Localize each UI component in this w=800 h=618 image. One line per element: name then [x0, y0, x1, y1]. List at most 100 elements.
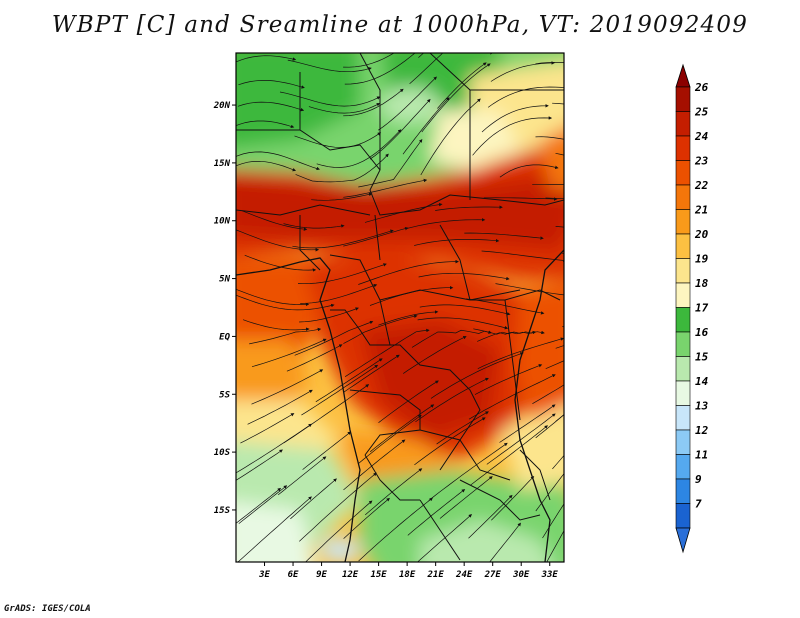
streamline — [343, 178, 428, 198]
map-frame — [235, 52, 565, 563]
legend-label: 11 — [695, 449, 708, 462]
lat-tick-label: 5S — [219, 390, 230, 400]
streamline — [283, 223, 345, 229]
streamline — [378, 310, 439, 326]
streamline — [242, 210, 308, 231]
legend-swatch — [675, 331, 691, 357]
streamline — [555, 414, 564, 422]
lon-tick-label: 21E — [427, 570, 445, 580]
streamline — [344, 53, 416, 85]
streamline — [369, 98, 431, 160]
streamline — [236, 151, 320, 171]
streamline — [343, 497, 390, 539]
streamline — [437, 62, 487, 109]
streamline — [490, 61, 555, 82]
legend-label: 24 — [694, 130, 709, 143]
streamline — [486, 413, 556, 465]
streamline — [236, 160, 297, 172]
streamline — [297, 263, 387, 285]
streamline — [236, 487, 282, 524]
legend-label: 12 — [695, 424, 709, 437]
legend-swatch — [675, 86, 691, 112]
legend-swatch — [675, 478, 691, 504]
streamline — [468, 494, 513, 539]
streamline — [566, 279, 662, 286]
streamline — [481, 250, 564, 263]
streamlines — [236, 53, 662, 562]
streamline — [555, 345, 564, 349]
legend-label: 9 — [695, 473, 702, 486]
streamline — [343, 439, 406, 491]
streamline — [358, 497, 433, 562]
legend-label: 19 — [695, 253, 709, 266]
streamline — [242, 319, 310, 331]
streamline — [406, 218, 486, 229]
credit-label: GrADS: IGES/COLA — [4, 604, 91, 614]
streamline — [251, 369, 324, 405]
streamline — [566, 304, 632, 308]
streamline — [535, 473, 564, 512]
streamline — [545, 197, 564, 200]
legend-label: 7 — [695, 498, 702, 511]
streamline — [545, 360, 564, 370]
streamline — [439, 476, 493, 519]
legend-top-arrow — [675, 63, 691, 88]
streamline — [491, 475, 535, 521]
streamline — [414, 417, 486, 466]
lat-tick-label: 10N — [214, 217, 231, 227]
streamline — [369, 404, 435, 453]
streamline — [378, 380, 439, 423]
color-legend: 26 25 24 23 22 21 20 19 18 17 16 15 14 13 12 11 9 7 — [675, 63, 709, 554]
streamline — [287, 59, 372, 73]
legend-swatch — [675, 429, 691, 455]
streamline — [249, 327, 322, 345]
streamline — [308, 103, 381, 114]
streamline — [407, 489, 466, 536]
legend-swatch — [675, 503, 691, 529]
streamline — [562, 253, 564, 255]
streamline — [369, 285, 454, 306]
streamline — [237, 496, 312, 562]
streamline — [343, 53, 395, 68]
streamline — [532, 183, 564, 186]
streamline — [294, 320, 374, 356]
streamline — [499, 164, 559, 178]
legend-swatch — [675, 233, 691, 259]
streamline — [415, 377, 489, 423]
legend-label: 23 — [694, 155, 709, 168]
legend-swatch — [675, 356, 691, 382]
streamline — [343, 226, 409, 247]
streamline — [430, 352, 524, 399]
longitude-axis: 3E 6E 9E 12E 15E 18E 21E 24E 27E 30E 33E — [258, 562, 558, 580]
streamline — [419, 304, 511, 316]
lat-tick-label: 15S — [214, 506, 231, 516]
streamline — [428, 442, 508, 501]
streamline — [555, 152, 564, 156]
latitude-axis: 20N 15N 10N 5N EQ 5S 10S 15S — [213, 101, 236, 516]
streamline — [495, 283, 564, 296]
streamline — [238, 80, 305, 89]
legend-swatch — [675, 184, 691, 210]
streamline — [364, 468, 423, 516]
lat-tick-label: 10S — [214, 448, 231, 458]
streamline — [292, 229, 394, 249]
streamline — [481, 104, 549, 133]
lon-tick-label: 30E — [512, 570, 530, 580]
wbpt-field — [236, 53, 564, 562]
streamline — [315, 358, 383, 403]
streamline — [236, 288, 310, 307]
legend-label: 14 — [695, 375, 709, 388]
legend-swatch — [675, 380, 691, 406]
streamline — [236, 55, 297, 63]
lon-tick-label: 6E — [288, 570, 299, 580]
legend-label: 13 — [695, 400, 709, 413]
legend-label: 18 — [695, 277, 709, 290]
streamline — [566, 421, 622, 499]
streamline — [409, 53, 444, 84]
streamline — [302, 431, 352, 470]
lat-tick-label: EQ — [219, 332, 230, 342]
streamline — [535, 62, 564, 65]
streamline — [294, 132, 382, 148]
streamline — [489, 522, 521, 562]
legend-swatch — [675, 135, 691, 161]
